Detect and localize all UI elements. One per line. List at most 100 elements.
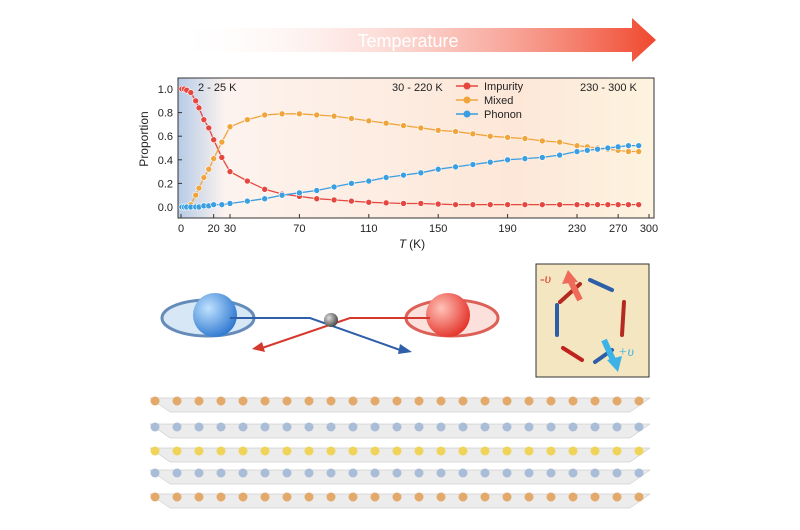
- atom-icon: [436, 422, 446, 432]
- atom-icon: [194, 396, 204, 406]
- data-point: [261, 195, 269, 203]
- data-point: [434, 165, 442, 173]
- data-point: [635, 142, 643, 149]
- x-tick-label: 70: [293, 223, 305, 235]
- atom-icon: [436, 396, 446, 406]
- data-point: [635, 201, 643, 208]
- atom-icon: [370, 492, 380, 502]
- atom-icon: [502, 492, 512, 502]
- plot-frame: [177, 77, 655, 219]
- x-axis-unit: (K): [409, 237, 425, 251]
- data-point: [244, 197, 251, 205]
- atom-icon: [458, 492, 468, 502]
- atom-icon: [414, 446, 424, 456]
- region-label-mid: 30 - 220 K: [392, 82, 443, 94]
- atom-icon: [326, 446, 336, 456]
- data-point: [226, 123, 234, 131]
- minus-velocity-label: -υ: [540, 272, 551, 287]
- atom-icon: [172, 422, 182, 432]
- atom-icon: [634, 396, 644, 406]
- data-point: [330, 196, 338, 204]
- atom-icon: [480, 396, 490, 406]
- atom-icon: [414, 422, 424, 432]
- data-point: [210, 155, 217, 162]
- lattice-layer: [149, 468, 651, 485]
- data-point: [521, 135, 529, 142]
- atom-icon: [304, 468, 314, 478]
- y-tick-label: 0.8: [158, 108, 173, 120]
- x-tick-label: 270: [609, 223, 627, 235]
- data-point: [313, 187, 321, 194]
- atom-icon: [260, 468, 270, 478]
- data-point: [313, 195, 321, 203]
- atom-icon: [634, 446, 644, 456]
- atom-icon: [612, 446, 622, 456]
- atom-icon: [568, 422, 578, 432]
- atom-icon: [590, 492, 600, 502]
- data-point: [210, 201, 217, 208]
- atom-icon: [414, 492, 424, 502]
- atom-icon: [568, 468, 578, 478]
- data-point: [469, 201, 477, 208]
- atom-icon: [172, 492, 182, 502]
- atom-icon: [348, 492, 358, 502]
- atom-icon: [150, 422, 160, 432]
- data-point: [556, 201, 563, 208]
- atom-icon: [502, 422, 512, 432]
- data-point: [486, 201, 494, 208]
- data-point: [296, 189, 303, 197]
- atom-icon: [524, 446, 534, 456]
- atom-icon: [238, 396, 248, 406]
- data-point: [192, 97, 199, 105]
- atom-icon: [480, 468, 490, 478]
- atom-icon: [326, 492, 336, 502]
- data-point: [244, 177, 251, 185]
- data-point: [417, 200, 425, 207]
- data-point: [635, 148, 643, 155]
- atom-icon: [546, 422, 556, 432]
- atom-icon: [590, 446, 600, 456]
- atom-icon: [392, 396, 402, 406]
- data-point: [604, 201, 612, 208]
- atom-icon: [590, 468, 600, 478]
- data-point: [486, 158, 494, 166]
- atom-icon: [634, 468, 644, 478]
- atom-icon: [370, 446, 380, 456]
- data-point: [348, 180, 355, 187]
- data-point: [504, 156, 511, 164]
- x-tick-label: 30: [224, 223, 236, 235]
- data-point: [538, 201, 546, 208]
- atom-icon: [282, 396, 292, 406]
- atom-icon: [480, 422, 490, 432]
- data-point: [195, 104, 203, 112]
- atom-icon: [524, 396, 534, 406]
- data-point: [382, 174, 390, 181]
- lattice-layer: [149, 396, 651, 413]
- atom-icon: [304, 422, 314, 432]
- atom-icon: [194, 446, 204, 456]
- data-point: [365, 198, 373, 206]
- data-point: [625, 142, 632, 149]
- data-point: [278, 110, 286, 118]
- atom-icon: [260, 396, 270, 406]
- atom-icon: [282, 468, 292, 478]
- atom-icon: [414, 468, 424, 478]
- minus-velocity-arrow-icon: [567, 278, 583, 302]
- atom-icon: [326, 468, 336, 478]
- data-point: [218, 154, 226, 161]
- blue-atom-icon: [193, 293, 237, 337]
- data-point: [556, 151, 563, 159]
- data-point: [469, 130, 477, 138]
- atom-icon: [612, 396, 622, 406]
- atom-icon: [392, 468, 402, 478]
- data-point: [583, 201, 591, 208]
- x-axis-symbol: T: [399, 237, 408, 251]
- lattice-layer: [149, 422, 651, 439]
- velocity-inset: -υ +υ: [535, 263, 650, 378]
- atom-icon: [282, 422, 292, 432]
- data-point: [452, 128, 459, 135]
- data-point: [348, 197, 355, 205]
- series-phonon: [178, 142, 643, 211]
- atom-icon: [370, 422, 380, 432]
